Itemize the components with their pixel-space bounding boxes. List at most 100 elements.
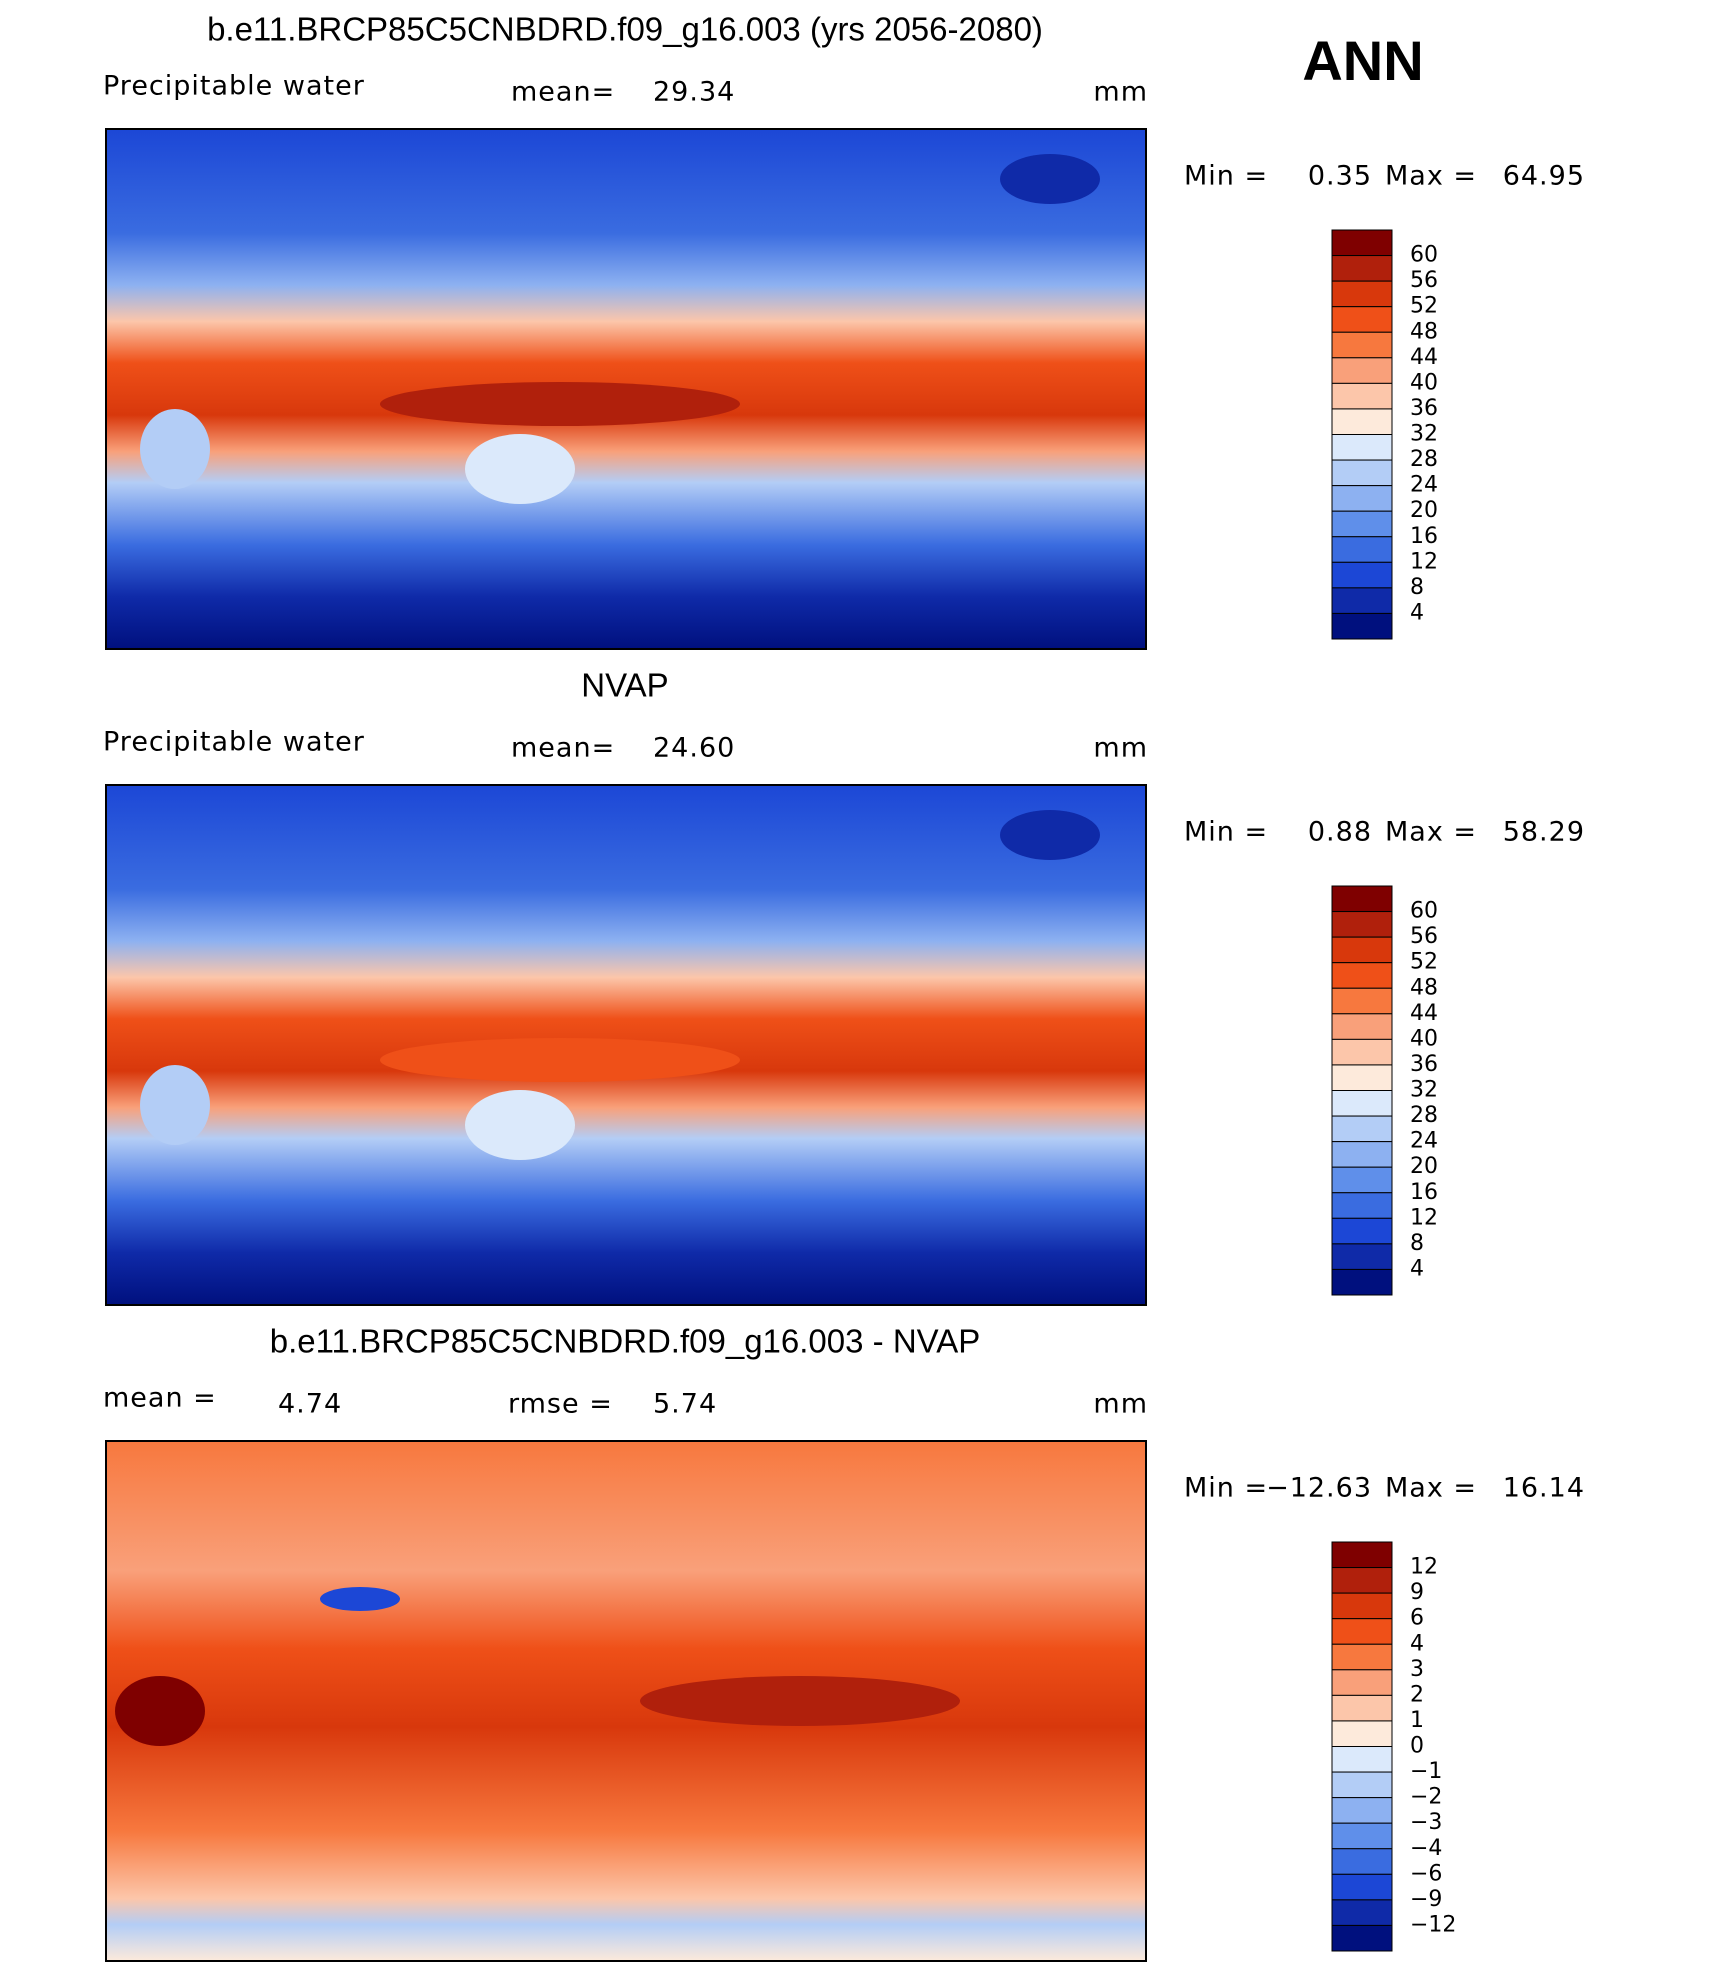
colorbar-box — [1331, 1090, 1393, 1117]
units: mm — [1093, 733, 1148, 764]
colorbar-label: −1 — [1410, 1759, 1442, 1784]
map-anomaly — [640, 1676, 960, 1726]
panel-title: b.e11.BRCP85C5CNBDRD.f09_g16.003 (yrs 20… — [207, 11, 1043, 48]
colorbar-box — [1331, 1873, 1393, 1901]
colorbar-label: −12 — [1410, 1912, 1456, 1937]
colorbar-label: 28 — [1410, 447, 1438, 472]
colorbar-box — [1331, 987, 1393, 1015]
max-label: Max = — [1385, 1473, 1477, 1504]
max-value: 58.29 — [1503, 817, 1585, 848]
colorbar-box — [1331, 331, 1393, 359]
colorbar-box — [1331, 561, 1393, 589]
colorbar-label: 40 — [1410, 1026, 1438, 1051]
map-feature — [1000, 154, 1100, 204]
colorbar-box — [1331, 885, 1393, 913]
map-frame — [105, 784, 1147, 1306]
colorbar-box — [1331, 485, 1393, 512]
colorbar-label: 28 — [1410, 1103, 1438, 1128]
stat-value: 24.60 — [653, 733, 735, 764]
colorbar-box — [1331, 1268, 1393, 1296]
colorbar-box — [1331, 408, 1393, 435]
colorbar-box — [1331, 280, 1393, 308]
colorbar-box — [1331, 1115, 1393, 1143]
max-value: 16.14 — [1503, 1473, 1585, 1504]
max-label: Max = — [1385, 161, 1477, 192]
colorbar-box — [1331, 1669, 1393, 1696]
colorbar-label: 40 — [1410, 370, 1438, 395]
min-label: Min = — [1184, 1473, 1268, 1504]
colorbar-label: 44 — [1410, 1001, 1438, 1026]
colorbar-box — [1331, 357, 1393, 384]
colorbar-label: 52 — [1410, 950, 1438, 975]
colorbar-label: 60 — [1410, 899, 1438, 924]
colorbar-label: −2 — [1410, 1785, 1442, 1810]
colorbar-label: 9 — [1410, 1580, 1424, 1605]
map-feature — [465, 434, 575, 504]
map-feature — [380, 382, 740, 426]
colorbar-label: 4 — [1410, 1256, 1424, 1281]
colorbar-label: −9 — [1410, 1887, 1442, 1912]
colorbar-label: 16 — [1410, 1180, 1438, 1205]
colorbar-label: 48 — [1410, 319, 1438, 344]
colorbar-box — [1331, 911, 1393, 938]
colorbar-label: 2 — [1410, 1682, 1424, 1707]
max-label: Max = — [1385, 817, 1477, 848]
colorbar-label: 8 — [1410, 1231, 1424, 1256]
colorbar-box — [1331, 1217, 1393, 1245]
colorbar-box — [1331, 1899, 1393, 1926]
colorbar-box — [1331, 612, 1393, 640]
colorbar-label: 1 — [1410, 1708, 1424, 1733]
colorbar-label: 20 — [1410, 498, 1438, 523]
colorbar-label: 32 — [1410, 1078, 1438, 1103]
stat-label: mean= — [511, 77, 615, 108]
colorbar-label: 16 — [1410, 524, 1438, 549]
colorbar-label: 32 — [1410, 422, 1438, 447]
colorbar-label: 24 — [1410, 1129, 1438, 1154]
colorbar-label: −6 — [1410, 1861, 1442, 1886]
colorbar-label: −4 — [1410, 1836, 1442, 1861]
colorbar-label: 0 — [1410, 1734, 1424, 1759]
map-feature — [1000, 810, 1100, 860]
map-feature — [380, 1038, 740, 1082]
stat-label: rmse = — [508, 1389, 613, 1420]
colorbar-box — [1331, 1567, 1393, 1594]
colorbar-box — [1331, 1848, 1393, 1875]
units: mm — [1093, 77, 1148, 108]
colorbar-box — [1331, 1166, 1393, 1194]
colorbar-box — [1331, 1064, 1393, 1091]
colorbar-box — [1331, 536, 1393, 563]
colorbar-label: 8 — [1410, 575, 1424, 600]
colorbar-label: 48 — [1410, 975, 1438, 1000]
colorbar-box — [1331, 1038, 1393, 1066]
colorbar-label: 3 — [1410, 1657, 1424, 1682]
season-label: ANN — [1302, 29, 1423, 92]
colorbar-box — [1331, 1541, 1393, 1569]
colorbar-box — [1331, 587, 1393, 614]
colorbar-box — [1331, 1141, 1393, 1168]
map-field — [106, 1441, 1146, 1961]
colorbar-label: 56 — [1410, 924, 1438, 949]
colorbar-box — [1331, 306, 1393, 333]
colorbar-label: 60 — [1410, 243, 1438, 268]
field-label: Precipitable water — [103, 71, 365, 102]
units: mm — [1093, 1389, 1148, 1420]
colorbar-box — [1331, 382, 1393, 410]
map-anomaly — [320, 1587, 400, 1611]
colorbar-box — [1331, 1618, 1393, 1645]
colorbar-label: −3 — [1410, 1810, 1442, 1835]
colorbar-label: 44 — [1410, 345, 1438, 370]
map-anomaly — [115, 1676, 205, 1746]
colorbar-box — [1331, 1822, 1393, 1850]
colorbar-label: 12 — [1410, 1555, 1438, 1580]
map-frame — [105, 128, 1147, 650]
max-value: 64.95 — [1503, 161, 1585, 192]
colorbar-label: 12 — [1410, 1205, 1438, 1230]
field-label: mean = — [103, 1383, 217, 1414]
colorbar-box — [1331, 1771, 1393, 1799]
stat-value: 29.34 — [653, 77, 735, 108]
colorbar-box — [1331, 1797, 1393, 1824]
colorbar-label: 4 — [1410, 1631, 1424, 1656]
colorbar-box — [1331, 1694, 1393, 1722]
colorbar-box — [1331, 1243, 1393, 1270]
